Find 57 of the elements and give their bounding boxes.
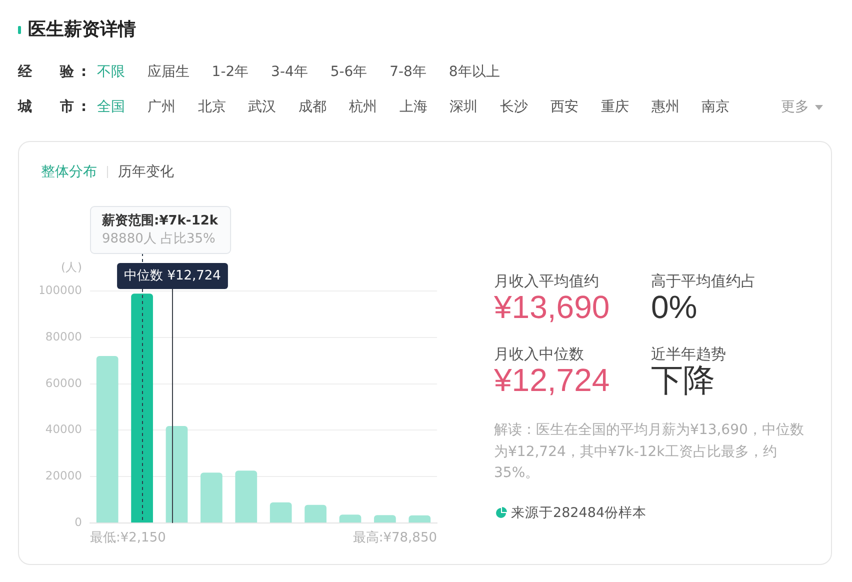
text: ¥12,724	[494, 362, 610, 398]
category-label: 南京	[702, 98, 730, 117]
category-label: 惠州	[651, 98, 680, 117]
text: 薪资范围:¥7k-12k	[101, 212, 218, 228]
category-label: 杭州	[348, 98, 377, 117]
category-label: 北京	[198, 98, 226, 117]
y-tick-label: 40000	[45, 422, 82, 436]
text: 解读：医生在全国的平均月薪为¥13,690，中位数为¥12,724，其中¥7k-12k工资占比最多，约35%。	[494, 421, 805, 483]
text: 城 市:	[18, 98, 95, 117]
category-label: 西安	[550, 98, 579, 117]
category-label: 成都	[298, 98, 327, 117]
category-label: 武汉	[248, 98, 276, 117]
text: 最低:¥2,150	[90, 530, 166, 546]
category-label: 高于平均值约占	[651, 272, 757, 290]
category-label: 长沙	[500, 98, 528, 117]
category-label: 重庆	[600, 98, 629, 117]
text: 来源于282484份样本	[511, 504, 647, 522]
text: 中位数 ¥12,724	[124, 268, 221, 284]
category-label: 月收入中位数	[494, 345, 585, 363]
category-label: 月收入平均值约	[494, 272, 600, 290]
bar	[339, 514, 362, 522]
category-label: 整体分布	[41, 163, 97, 181]
category-label: 广州	[147, 98, 176, 117]
y-axis-title: (人)	[61, 260, 82, 274]
text: 医生薪资详情	[28, 19, 136, 41]
category-label: 7-8年	[390, 63, 426, 82]
bar	[131, 294, 153, 522]
text: 最高:¥78,850	[352, 529, 437, 546]
text: 98880人 占比35%	[102, 231, 216, 246]
text: 下降	[651, 362, 715, 398]
bar	[304, 504, 326, 522]
y-tick-label: 60000	[45, 376, 82, 390]
category-label: 全国	[97, 98, 125, 117]
y-tick-label: 20000	[45, 468, 82, 483]
bar	[270, 502, 292, 522]
bar	[408, 515, 431, 522]
category-label: 1-2年	[212, 63, 249, 82]
text: 经 验:	[18, 63, 95, 82]
text: 更多	[781, 98, 809, 117]
category-label: 5-6年	[330, 63, 368, 82]
text: 0%	[651, 289, 698, 325]
category-label: 深圳	[450, 98, 478, 117]
category-label: 应届生	[147, 63, 190, 82]
bar	[96, 356, 118, 522]
category-label: 上海	[399, 98, 428, 117]
y-tick-label: 0	[74, 514, 82, 529]
category-label: 8年以上	[448, 63, 500, 82]
y-tick-label: 80000	[45, 329, 82, 344]
bar	[374, 515, 396, 522]
category-label: 3-4年	[271, 63, 308, 82]
text: ¥13,690	[494, 289, 610, 325]
category-label: 近半年趋势	[651, 345, 727, 363]
bar	[235, 470, 258, 522]
bar	[200, 472, 222, 522]
category-label: 历年变化	[118, 163, 174, 181]
bar	[166, 426, 188, 522]
category-label: 不限	[97, 63, 125, 82]
